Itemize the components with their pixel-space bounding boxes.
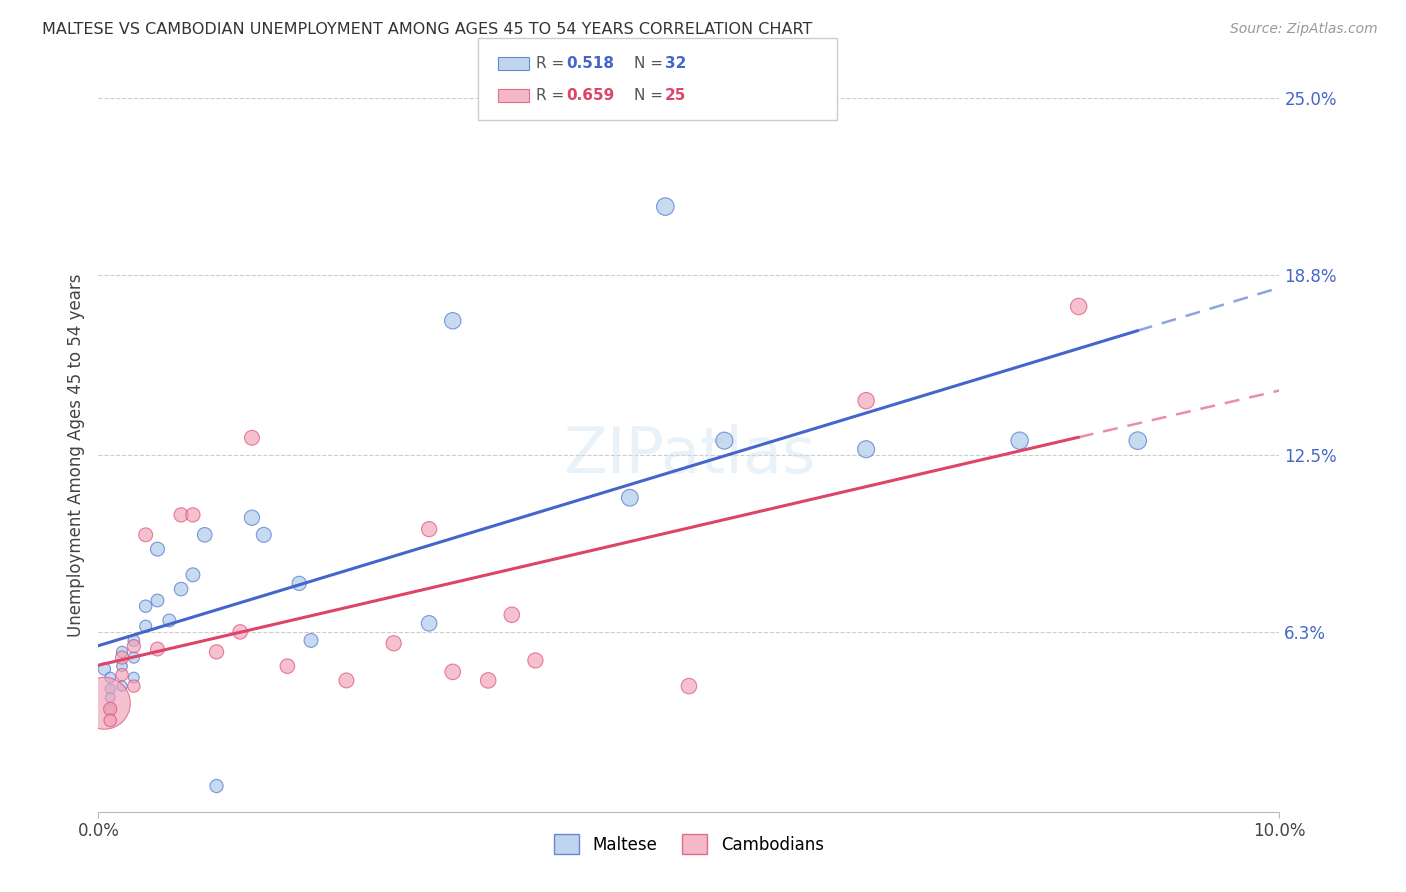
Point (335, 673, 357, 688)
Point (855, 393, 877, 408)
Point (122, 679, 145, 693)
Text: ZIPatlas: ZIPatlas (562, 424, 815, 486)
Point (1126, 434, 1149, 448)
Point (170, 582, 193, 596)
Point (194, 528, 217, 542)
Point (111, 650, 134, 665)
Point (240, 510, 263, 524)
Point (713, 434, 735, 448)
Point (1067, 300, 1090, 314)
Point (229, 624, 252, 639)
Point (524, 653, 547, 667)
Point (382, 636, 405, 650)
Point (501, 607, 523, 622)
Point (654, 200, 676, 214)
Text: 25: 25 (665, 88, 686, 103)
Point (170, 508, 193, 522)
Point (93, 696, 115, 710)
Point (678, 679, 700, 693)
Point (477, 673, 499, 688)
Point (135, 599, 157, 614)
Point (253, 528, 276, 542)
Text: MALTESE VS CAMBODIAN UNEMPLOYMENT AMONG AGES 45 TO 54 YEARS CORRELATION CHART: MALTESE VS CAMBODIAN UNEMPLOYMENT AMONG … (42, 22, 813, 37)
Point (1008, 434, 1031, 448)
Point (146, 542, 169, 557)
Point (418, 522, 440, 536)
Point (181, 567, 204, 582)
Point (288, 576, 311, 591)
Point (157, 614, 180, 628)
Text: R =: R = (536, 88, 569, 103)
Point (122, 633, 145, 648)
Point (122, 639, 145, 653)
Point (98, 671, 121, 685)
Point (135, 619, 157, 633)
Point (98, 702, 121, 716)
Point (111, 667, 134, 681)
Y-axis label: Unemployment Among Ages 45 to 54 years: Unemployment Among Ages 45 to 54 years (66, 273, 84, 637)
Text: 0.659: 0.659 (567, 88, 614, 103)
Point (205, 645, 228, 659)
Point (98, 702, 121, 716)
Point (111, 659, 134, 673)
Point (441, 665, 464, 679)
Text: R =: R = (536, 56, 569, 70)
Point (146, 593, 169, 607)
Text: 0.518: 0.518 (567, 56, 614, 70)
Point (93, 662, 115, 676)
Point (98, 690, 121, 705)
Point (418, 616, 440, 631)
Point (276, 659, 298, 673)
Point (619, 491, 641, 505)
Point (240, 431, 263, 445)
Text: 32: 32 (665, 56, 686, 70)
Point (441, 314, 464, 328)
Point (98, 714, 121, 728)
Text: Source: ZipAtlas.com: Source: ZipAtlas.com (1230, 22, 1378, 37)
Point (122, 671, 145, 685)
Point (122, 650, 145, 665)
Point (205, 779, 228, 793)
Point (299, 633, 322, 648)
Text: N =: N = (634, 88, 668, 103)
Point (181, 508, 204, 522)
Point (98, 681, 121, 696)
Legend: Maltese, Cambodians: Maltese, Cambodians (541, 821, 837, 868)
Point (135, 528, 157, 542)
Point (855, 442, 877, 457)
Text: N =: N = (634, 56, 668, 70)
Point (111, 679, 134, 693)
Point (111, 645, 134, 659)
Point (146, 642, 169, 657)
